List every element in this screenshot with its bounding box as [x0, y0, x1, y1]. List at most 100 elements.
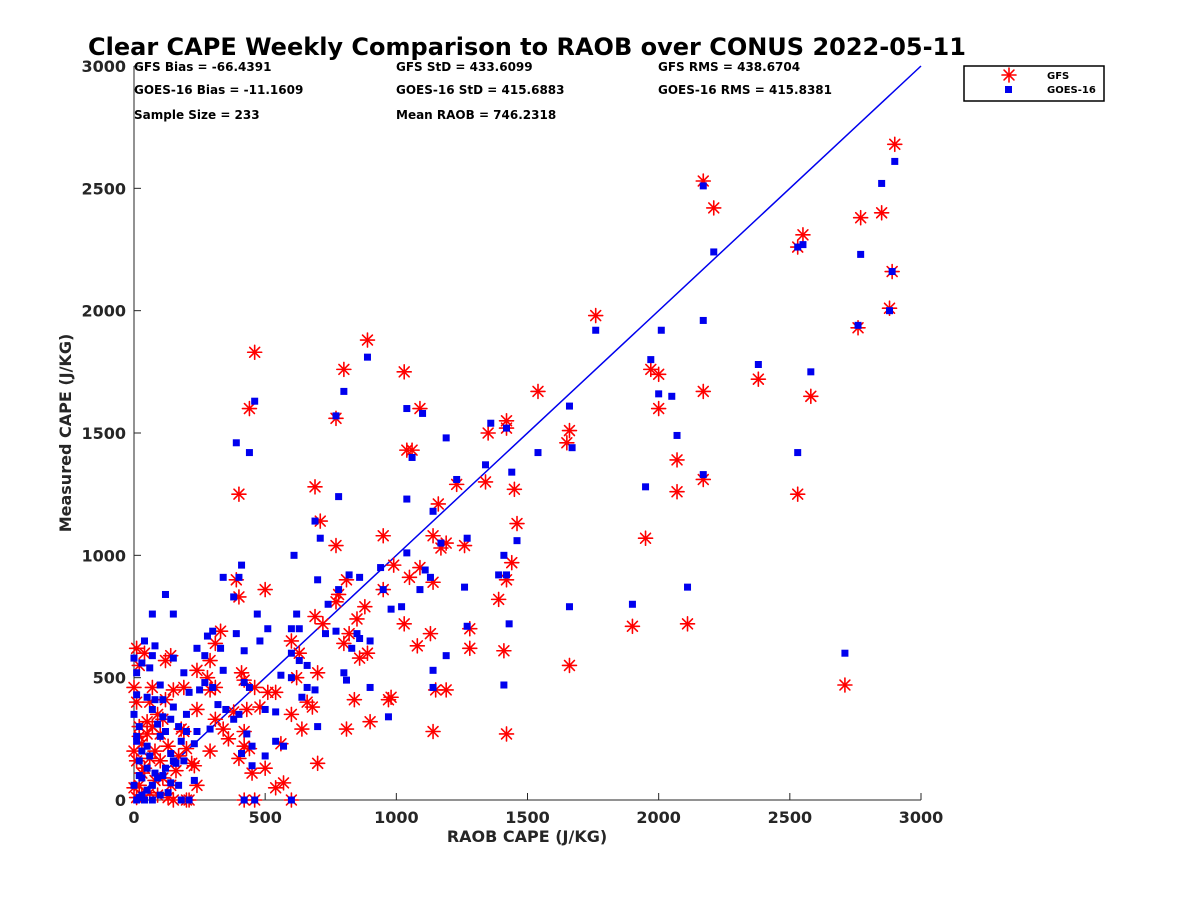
goes-point — [161, 764, 169, 772]
legend-gfs-label: GFS — [1047, 71, 1069, 82]
goes-point — [140, 637, 148, 645]
goes-point — [348, 644, 356, 652]
gfs-point — [650, 366, 667, 383]
goes-point — [794, 243, 802, 251]
goes-point — [841, 649, 849, 657]
x-tick-label: 3000 — [899, 808, 944, 827]
goes-point — [295, 657, 303, 665]
legend-box — [963, 65, 1105, 102]
goes-point — [461, 583, 469, 591]
gfs-point — [503, 554, 520, 571]
goes-point — [280, 742, 288, 750]
goes-point — [287, 649, 295, 657]
y-tick-label: 2500 — [81, 179, 126, 198]
x-tick-label: 1500 — [505, 808, 550, 827]
goes-point — [243, 730, 251, 738]
goes-point — [303, 661, 311, 669]
goes-point — [342, 676, 350, 684]
gfs-point — [789, 486, 806, 502]
gfs-point — [231, 486, 247, 502]
goes-point — [293, 610, 301, 618]
goes-point — [437, 539, 445, 547]
goes-point — [167, 779, 175, 787]
gfs-point — [530, 383, 546, 400]
goes-point — [138, 659, 146, 667]
gfs-point — [461, 640, 478, 657]
goes-point — [146, 752, 154, 760]
gfs-point — [362, 713, 378, 730]
goes-point — [253, 610, 261, 618]
gfs-point — [128, 640, 145, 657]
goes-point — [303, 683, 311, 691]
gfs-point — [498, 726, 515, 742]
goes-point — [298, 693, 306, 701]
goes-point — [794, 449, 802, 457]
goes-point — [647, 356, 655, 364]
gfs-point — [496, 642, 512, 659]
goes-point — [295, 625, 303, 633]
goes-point — [154, 774, 162, 782]
gfs-point — [267, 684, 284, 701]
gfs-point — [637, 530, 654, 547]
goes-point — [495, 571, 503, 579]
gfs-point — [852, 209, 869, 226]
goes-point — [203, 632, 211, 640]
goes-rms-text: GOES-16 RMS = 415.8381 — [658, 83, 832, 97]
gfs-point — [422, 625, 439, 642]
goes-point — [657, 326, 665, 334]
goes-point — [324, 600, 332, 608]
goes-point — [143, 693, 151, 701]
goes-point — [628, 600, 636, 608]
goes-point — [169, 703, 177, 711]
gfs-point — [267, 779, 284, 796]
goes-point — [232, 439, 240, 447]
gfs-point — [241, 400, 258, 417]
goes-point — [182, 710, 190, 718]
goes-point — [182, 727, 190, 735]
gfs-point — [304, 699, 321, 715]
goes-point — [421, 566, 429, 574]
gfs-point — [480, 425, 496, 441]
goes-point — [655, 390, 663, 398]
goes-point — [699, 182, 707, 190]
y-tick-label: 2000 — [81, 302, 126, 321]
gfs-point — [283, 706, 300, 723]
goes-point — [272, 737, 280, 745]
gfs-point — [309, 664, 326, 681]
gfs-point — [490, 591, 507, 608]
gfs-point — [307, 479, 323, 495]
gfs-point — [669, 452, 685, 468]
gfs-point — [624, 618, 641, 635]
goes-point — [503, 571, 511, 579]
gfs-point — [509, 515, 525, 532]
goes-point — [416, 586, 424, 594]
gfs-point — [886, 136, 903, 153]
goes-point — [143, 764, 151, 772]
goes-point — [287, 796, 295, 804]
x-tick-label: 500 — [248, 808, 281, 827]
gfs-point — [215, 721, 231, 737]
goes-point — [264, 625, 272, 633]
goes-point — [403, 549, 411, 557]
goes-series — [130, 157, 899, 804]
goes-point — [505, 620, 513, 628]
gfs-point — [587, 307, 604, 324]
gfs-point — [803, 388, 819, 405]
gfs-point — [669, 483, 685, 500]
gfs-point — [425, 527, 441, 544]
goes-point — [209, 627, 217, 635]
stats-panel: GFS Bias = -66.4391 GOES-16 Bias = -11.1… — [134, 60, 832, 122]
goes-point — [230, 593, 238, 601]
x-tick-label: 2500 — [768, 808, 813, 827]
gfs-point — [246, 344, 263, 361]
plot-area — [126, 65, 922, 808]
goes-point — [180, 669, 188, 677]
goes-point — [857, 250, 865, 258]
goes-point — [148, 705, 156, 713]
goes-point — [159, 713, 167, 721]
goes-point — [140, 796, 148, 804]
gfs-point — [139, 726, 155, 742]
goes-point — [206, 725, 214, 733]
gfs-point — [679, 616, 696, 632]
